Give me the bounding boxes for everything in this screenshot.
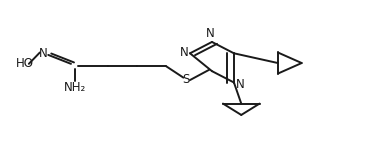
Text: HO: HO xyxy=(16,57,34,69)
Text: N: N xyxy=(39,47,48,60)
Text: N: N xyxy=(206,27,214,40)
Text: N: N xyxy=(179,46,188,59)
Text: NH₂: NH₂ xyxy=(63,81,86,94)
Text: S: S xyxy=(183,73,190,86)
Text: N: N xyxy=(236,78,245,91)
